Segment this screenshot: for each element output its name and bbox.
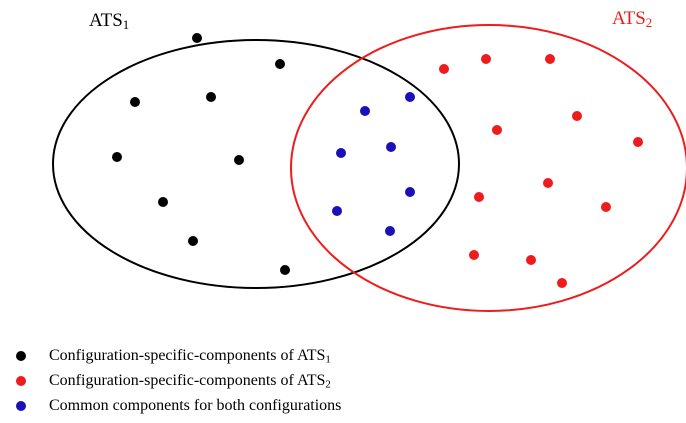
legend-dot-ats2 [16,375,26,386]
ats1-component-dot [275,59,285,69]
ats1-dots-group [112,33,290,275]
legend-item-ats2: Configuration-specific-components of ATS… [14,368,341,393]
ats2-set-label: ATS2 [612,8,653,31]
legend-dot-common [16,400,26,411]
ats1-component-dot [192,33,202,43]
common-component-dot [336,148,346,158]
ats2-component-dot [469,250,479,260]
legend-text-ats1: Configuration-specific-components of ATS… [49,347,331,365]
ats1-component-dot [206,92,216,102]
legend-text-ats2-main: Configuration-specific-components of ATS [49,371,326,389]
legend-text-ats1-sub: 1 [325,353,331,366]
ats2-component-dot [439,64,449,74]
common-component-dot [360,106,370,116]
ats2-component-dot [481,54,491,64]
ats1-component-dot [130,97,140,107]
legend-text-ats2-sub: 2 [325,378,331,391]
ats2-component-dot [601,202,611,212]
common-component-dot [332,206,342,216]
ats2-dots-group [439,54,643,288]
common-dots-group [332,92,415,236]
ats2-component-dot [545,54,555,64]
ats1-label-sub: 1 [122,17,130,33]
legend-item-common: Common components for both configuration… [14,393,341,418]
ats1-set-ellipse [52,39,460,289]
ats2-component-dot [557,278,567,288]
ats2-component-dot [543,178,553,188]
ats2-component-dot [572,111,582,121]
ats1-component-dot [112,152,122,162]
legend-text-ats1-main: Configuration-specific-components of ATS [49,346,326,364]
legend-item-ats1: Configuration-specific-components of ATS… [14,343,341,368]
common-component-dot [385,226,395,236]
ats2-component-dot [492,125,502,135]
ats2-component-dot [474,192,484,202]
common-component-dot [405,187,415,197]
ats2-component-dot [526,255,536,265]
legend-text-common-main: Common components for both configuration… [49,396,342,414]
ats2-label-base: ATS [612,8,646,29]
ats1-set-label: ATS1 [89,10,130,33]
venn-svg [52,24,686,312]
legend-text-common: Common components for both configuration… [49,397,341,415]
ats2-set-ellipse [290,24,686,312]
ats1-component-dot [188,236,198,246]
legend-text-ats2: Configuration-specific-components of ATS… [49,372,331,390]
ats1-component-dot [280,265,290,275]
common-component-dot [405,92,415,102]
legend: Configuration-specific-components of ATS… [14,343,341,418]
ats2-label-sub: 2 [645,15,653,31]
ats1-label-base: ATS [89,10,123,31]
ats1-component-dot [234,155,244,165]
legend-dot-ats1 [16,350,26,361]
common-component-dot [386,142,396,152]
ats1-component-dot [158,197,168,207]
ats2-component-dot [633,137,643,147]
